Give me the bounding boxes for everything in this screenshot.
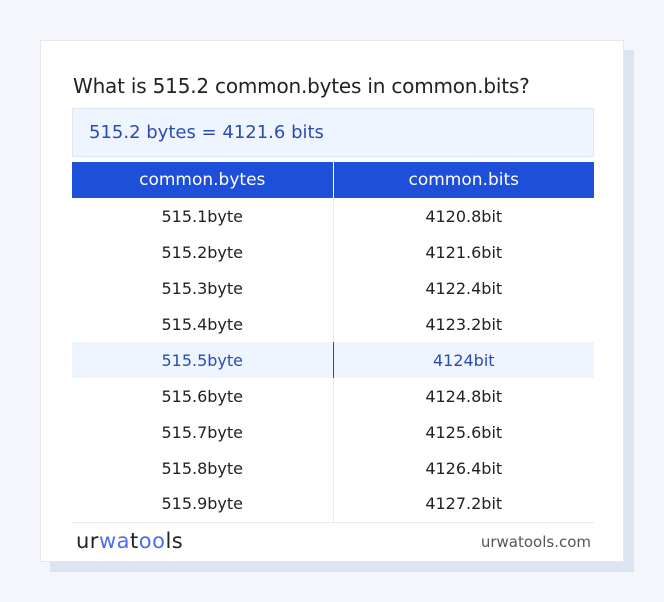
table-cell: 515.9byte [72, 486, 334, 523]
table-cell: 515.3byte [72, 270, 334, 306]
table-cell: 4125.6bit [425, 422, 503, 442]
urwatools-logo[interactable]: urwatools [76, 529, 184, 553]
table-row: 515.1byte 4120.8bit [72, 198, 594, 234]
table-cell: 4121.6bit [425, 242, 503, 262]
table-cell: 515.5byte [72, 342, 334, 378]
table-row: 515.5byte 4124bit [72, 342, 594, 378]
table-cell: 4123.2bit [425, 314, 503, 334]
page-title: What is 515.2 common.bytes in common.bit… [73, 74, 530, 98]
converter-card: What is 515.2 common.bytes in common.bit… [40, 40, 624, 562]
table-cell: 515.1byte [72, 198, 334, 234]
conversion-table: common.bytes common.bits 515.1byte 4120.8… [72, 162, 594, 523]
column-header: common.bytes [72, 162, 334, 198]
table-cell: 4120.8bit [425, 206, 503, 226]
table-cell: 515.8byte [72, 450, 334, 486]
result-box: 515.2 bytes = 4121.6 bits [72, 108, 594, 157]
table-cell: 4126.4bit [425, 458, 503, 478]
table-cell: 4124bit [333, 342, 594, 378]
table-row: 515.8byte 4126.4bit [72, 450, 594, 486]
table-cell: 4122.4bit [425, 278, 503, 298]
table-row: 515.4byte 4123.2bit [72, 306, 594, 342]
table-row: 515.6byte 4124.8bit [72, 378, 594, 414]
table-cell: 4127.2bit [333, 486, 594, 523]
table-cell: 515.7byte [72, 414, 334, 450]
column-header: common.bits [333, 162, 594, 198]
table-row: 515.9byte 4127.2bit [72, 486, 594, 523]
table-row: 515.3byte 4122.4bit [72, 270, 594, 306]
site-link[interactable]: urwatools.com [480, 533, 591, 551]
table-cell: 515.4byte [72, 306, 334, 342]
table-row: 515.2byte 4121.6bit [72, 234, 594, 270]
table-cell: 515.6byte [72, 378, 334, 414]
table-cell: 515.2byte [72, 234, 334, 270]
table-cell: 4124.8bit [425, 386, 503, 406]
table-row: 515.7byte 4125.6bit [72, 414, 594, 450]
